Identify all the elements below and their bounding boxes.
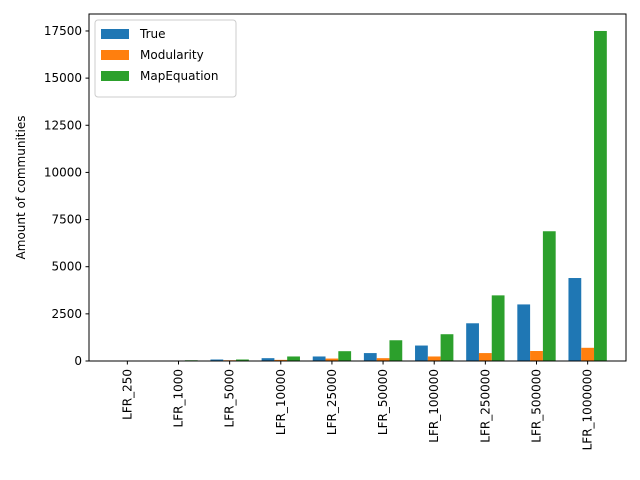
bar-mapequation-lfr_50000 xyxy=(389,340,403,361)
legend-box xyxy=(94,19,237,98)
bar-mapequation-lfr_250000 xyxy=(491,295,505,361)
y-tick-label: 10000 xyxy=(44,165,82,179)
bar-mapequation-lfr_1000000 xyxy=(594,30,607,361)
x-tick-label: LFR_250 xyxy=(120,369,134,420)
bar-true-lfr_1000000 xyxy=(568,278,582,361)
bar-modularity-lfr_50000 xyxy=(376,358,390,361)
y-axis: 0 2500 5000 7500 10000 12500 15000 17500 xyxy=(44,24,89,368)
bar-modularity-lfr_250000 xyxy=(478,353,492,361)
bar-modularity-lfr_100000 xyxy=(427,356,441,361)
bar-true-lfr_100000 xyxy=(415,345,428,361)
legend-swatch-modularity xyxy=(101,50,129,60)
x-tick-label: LFR_10000 xyxy=(274,369,288,435)
bar-modularity-lfr_500000 xyxy=(530,351,543,361)
x-tick-label: LFR_250000 xyxy=(478,369,492,443)
bar-mapequation-lfr_100000 xyxy=(440,334,454,361)
bar-mapequation-lfr_25000 xyxy=(338,351,352,361)
x-tick-label: LFR_500000 xyxy=(530,369,544,443)
x-tick-label: LFR_100000 xyxy=(427,369,441,443)
y-tick-label: 15000 xyxy=(44,71,82,85)
x-tick-label: LFR_5000 xyxy=(223,369,237,427)
legend-label-modularity: Modularity xyxy=(140,48,204,62)
bar-modularity-lfr_25000 xyxy=(325,358,339,361)
y-axis-label: Amount of communities xyxy=(14,116,28,260)
bar-true-lfr_25000 xyxy=(312,356,326,361)
legend-swatch-true xyxy=(101,29,129,39)
y-tick-label: 17500 xyxy=(44,24,82,38)
x-tick-label: LFR_1000000 xyxy=(581,369,595,450)
legend-label-true: True xyxy=(139,27,166,41)
x-tick-label: LFR_25000 xyxy=(325,369,339,435)
y-tick-label: 2500 xyxy=(51,307,82,321)
x-tick-label: LFR_50000 xyxy=(376,369,390,435)
bar-true-lfr_500000 xyxy=(517,304,531,361)
bar-modularity-lfr_1000000 xyxy=(581,347,595,361)
y-tick-label: 12500 xyxy=(44,118,82,132)
x-axis: LFR_250 LFR_1000 LFR_5000 LFR_10000 LFR_2500… xyxy=(120,361,595,450)
plot-frame xyxy=(88,13,627,362)
legend-swatch-mapequation xyxy=(101,71,129,81)
bar-true-lfr_250000 xyxy=(466,323,479,361)
bar-true-lfr_5000 xyxy=(210,359,224,361)
y-tick-label: 7500 xyxy=(51,213,82,227)
y-tick-label: 5000 xyxy=(51,260,82,274)
bars-group xyxy=(108,30,607,361)
bar-mapequation-lfr_5000 xyxy=(236,359,249,361)
legend-label-mapequation: MapEquation xyxy=(140,69,218,83)
legend: True Modularity MapEquation xyxy=(94,19,237,98)
x-tick-label: LFR_1000 xyxy=(172,369,186,427)
bar-modularity-lfr_10000 xyxy=(274,359,288,361)
bar-mapequation-lfr_10000 xyxy=(287,356,300,361)
bar-true-lfr_50000 xyxy=(363,353,377,361)
bar-true-lfr_10000 xyxy=(261,358,275,361)
bar-mapequation-lfr_500000 xyxy=(542,231,556,361)
y-tick-label: 0 xyxy=(74,354,82,368)
